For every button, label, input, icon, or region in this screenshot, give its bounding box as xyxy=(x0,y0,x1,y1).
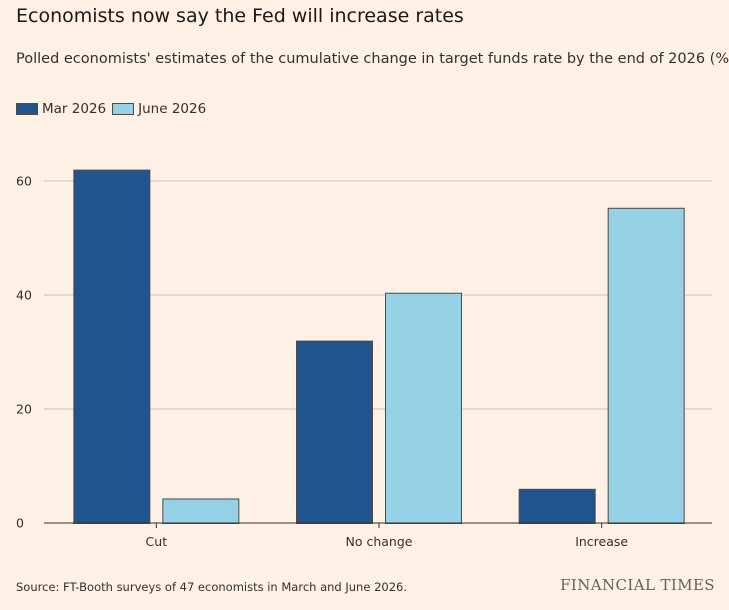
bar-june-2026-no-change xyxy=(385,292,462,524)
chart-title: Economists now say the Fed will increase… xyxy=(16,5,464,27)
legend-item-june-2026: June 2026 xyxy=(112,101,206,117)
source-note: Source: FT-Booth surveys of 47 economist… xyxy=(16,580,407,594)
legend-item-mar-2026: Mar 2026 xyxy=(16,101,106,117)
x-tick-label-cut: Cut xyxy=(146,534,168,549)
x-tick-label-increase: Increase xyxy=(575,534,628,549)
y-tick-label-40: 40 xyxy=(16,288,32,303)
bar-mar-2026-no-change xyxy=(296,340,373,524)
legend-swatch-june-2026 xyxy=(112,103,135,115)
legend: Mar 2026 June 2026 xyxy=(16,101,212,117)
legend-swatch-mar-2026 xyxy=(16,103,38,115)
bar-june-2026-increase xyxy=(607,207,685,524)
ft-logo: FINANCIAL TIMES xyxy=(560,576,715,594)
y-tick-label-60: 60 xyxy=(16,174,32,189)
chart-subtitle: Polled economists' estimates of the cumu… xyxy=(16,51,729,67)
legend-label-mar-2026: Mar 2026 xyxy=(42,101,107,117)
bar-june-2026-cut xyxy=(162,498,240,524)
x-tick-label-no-change: No change xyxy=(346,534,413,549)
bar-mar-2026-cut xyxy=(73,169,151,524)
y-tick-label-20: 20 xyxy=(16,402,32,417)
y-tick-label-0: 0 xyxy=(16,516,24,531)
legend-label-june-2026: June 2026 xyxy=(138,101,207,117)
bar-mar-2026-increase xyxy=(518,488,596,524)
